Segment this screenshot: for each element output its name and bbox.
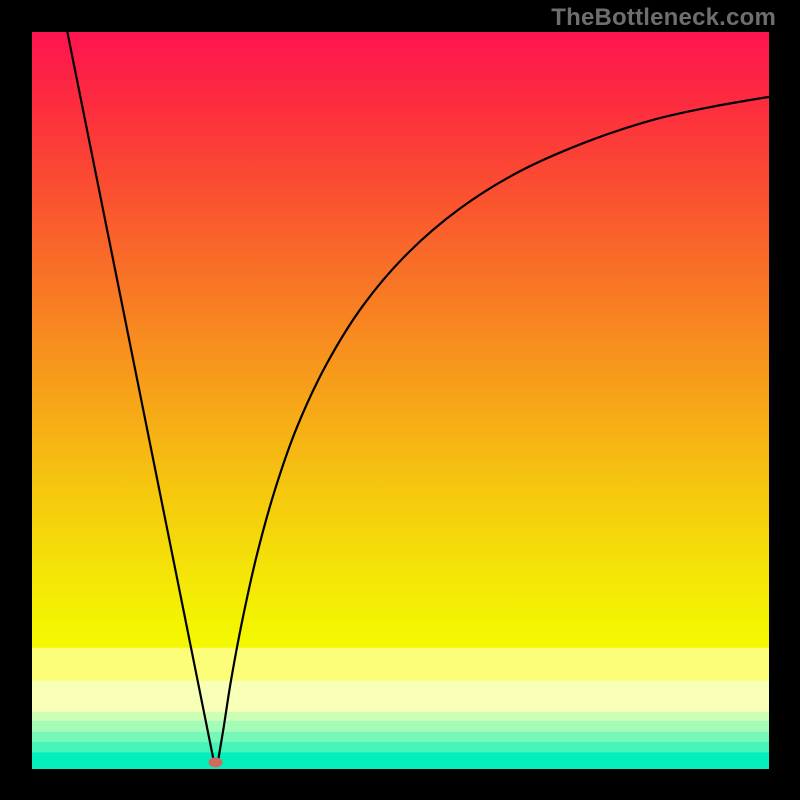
watermark-text: TheBottleneck.com xyxy=(551,4,776,32)
plot-svg xyxy=(32,32,769,769)
plot-area xyxy=(32,32,769,769)
gradient-background xyxy=(32,32,769,769)
minimum-marker xyxy=(209,757,223,767)
